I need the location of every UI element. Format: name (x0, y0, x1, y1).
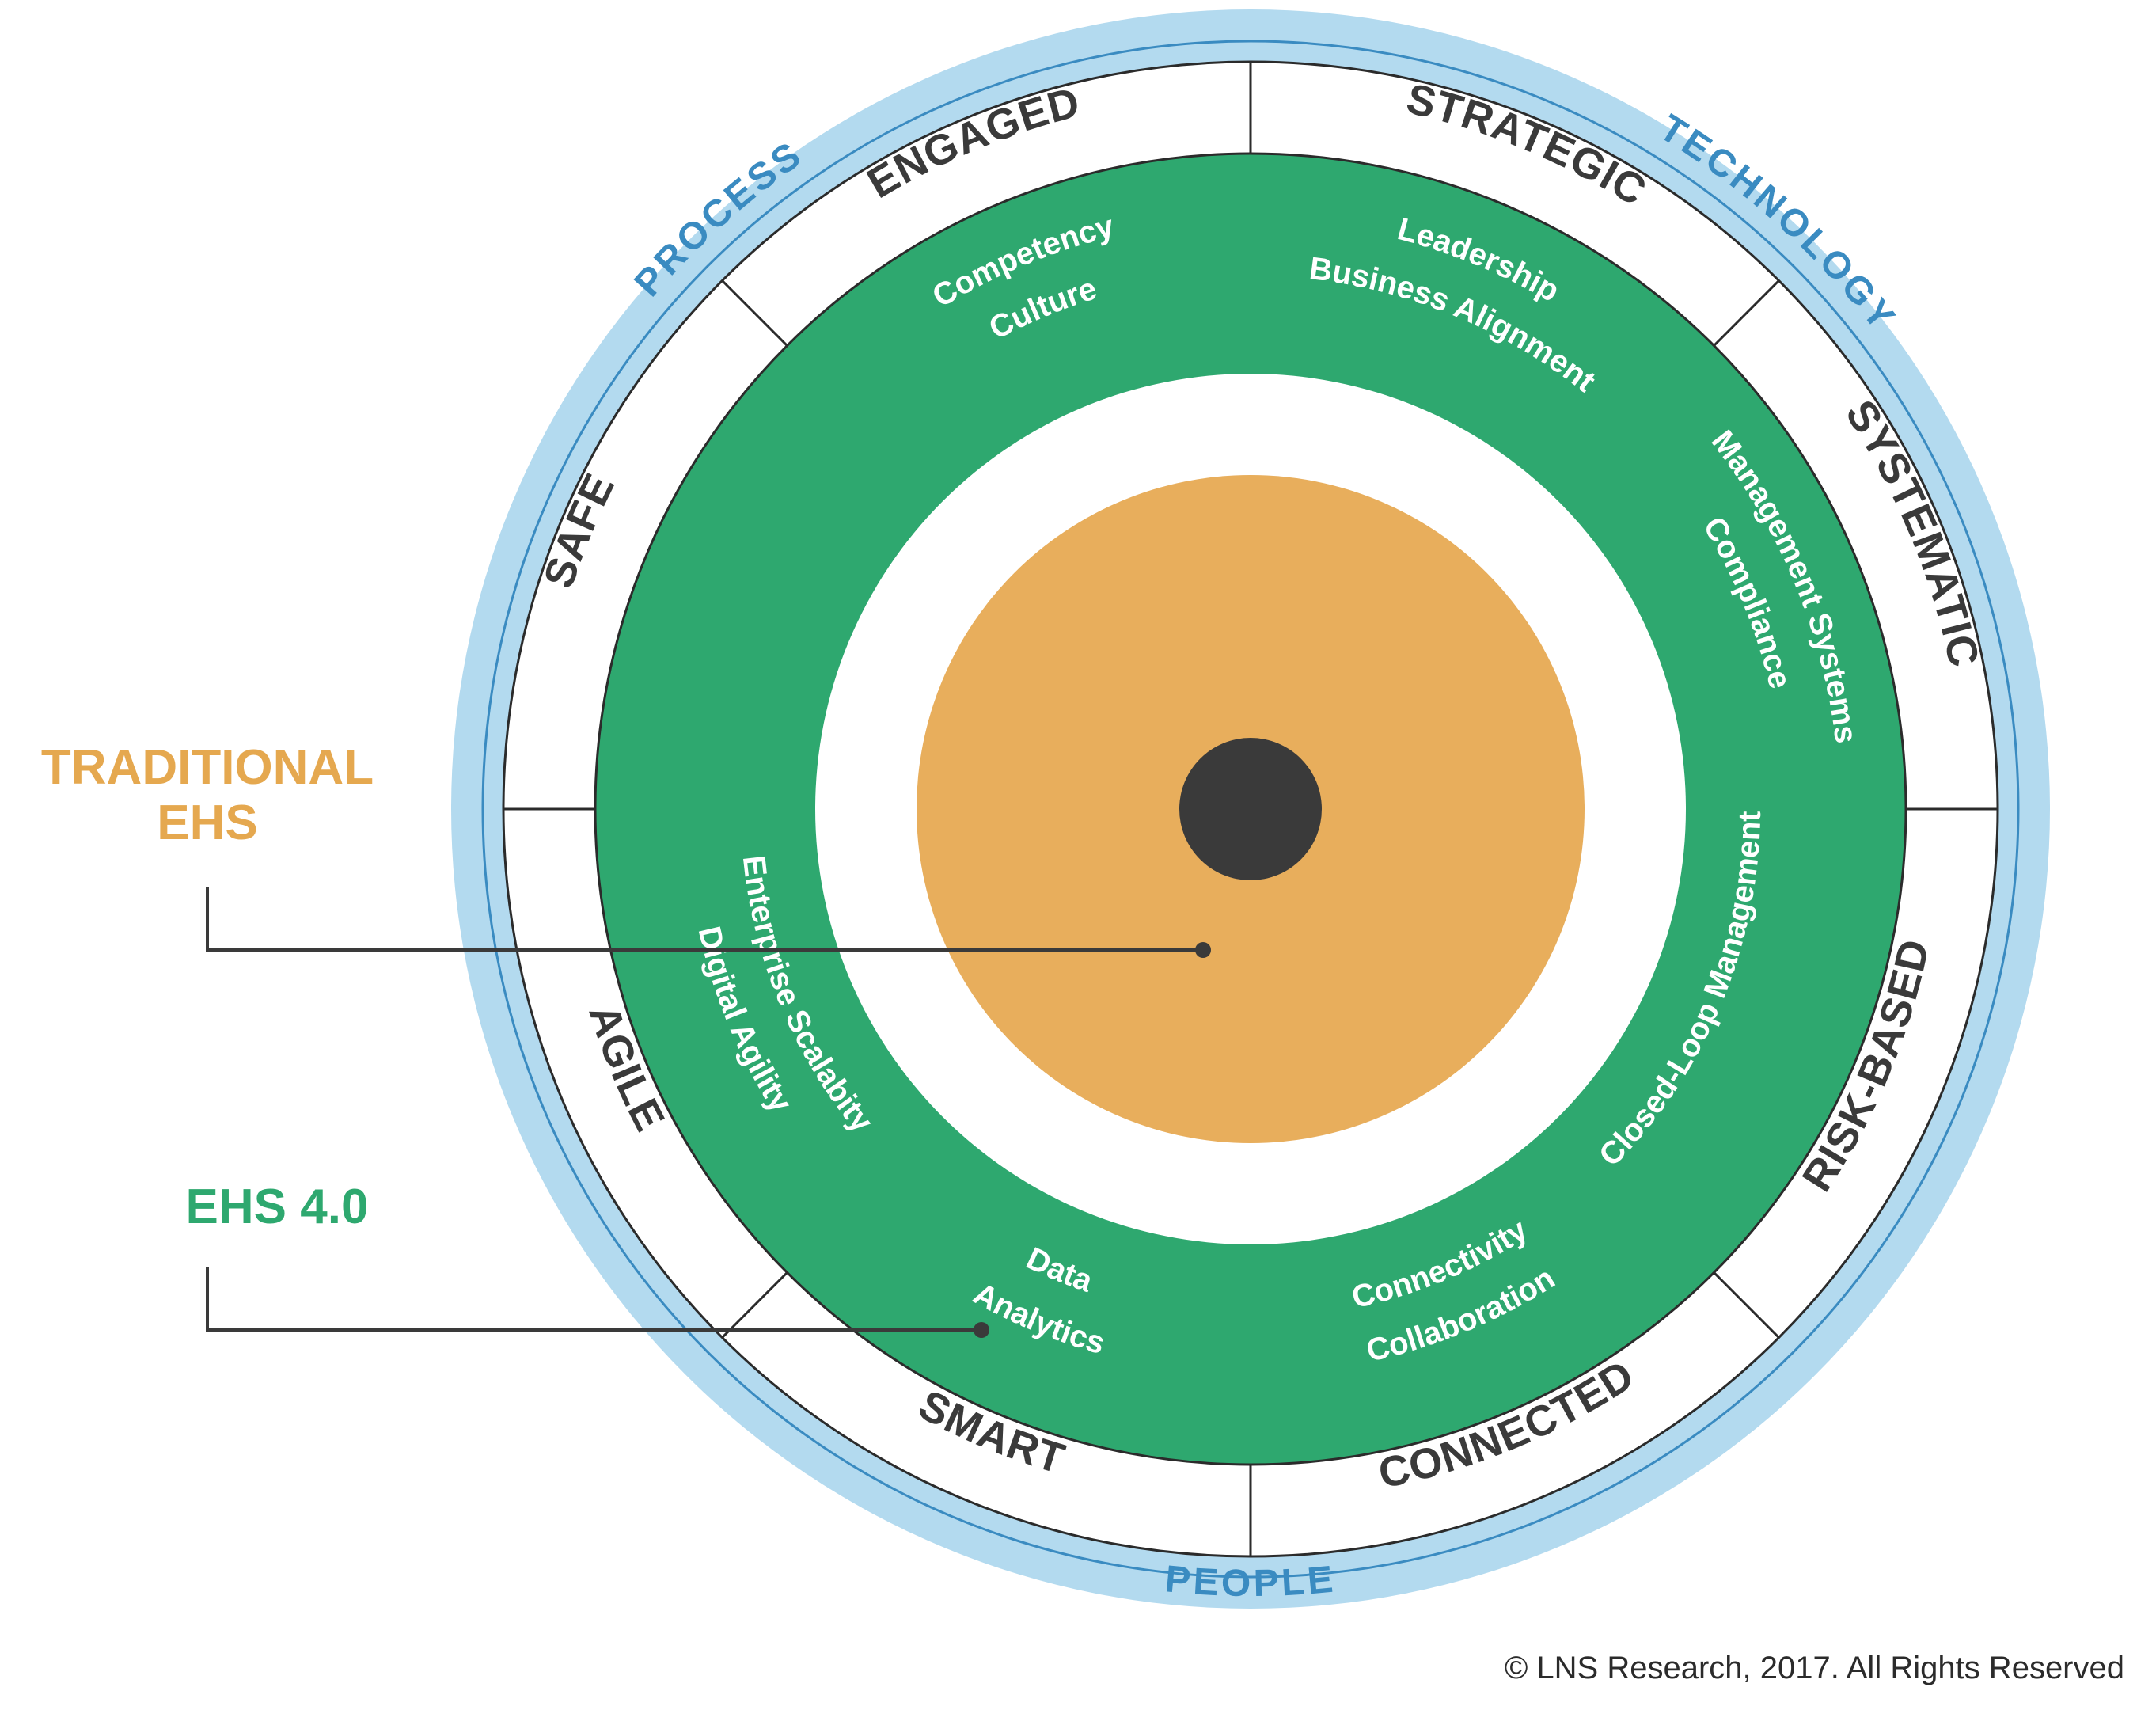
callout-traditional-line2: EHS (157, 796, 257, 850)
callout-traditional-line1: TRADITIONAL (41, 740, 374, 795)
callout-ehs40-dot (974, 1322, 989, 1338)
copyright-text: © LNS Research, 2017. All Rights Reserve… (1505, 1651, 2124, 1685)
callout-traditional-dot (1195, 942, 1211, 958)
disc-center (1179, 738, 1322, 880)
callout-ehs40-title: EHS 4.0 (186, 1180, 369, 1234)
outer-band-label: PEOPLE (1163, 1558, 1338, 1605)
